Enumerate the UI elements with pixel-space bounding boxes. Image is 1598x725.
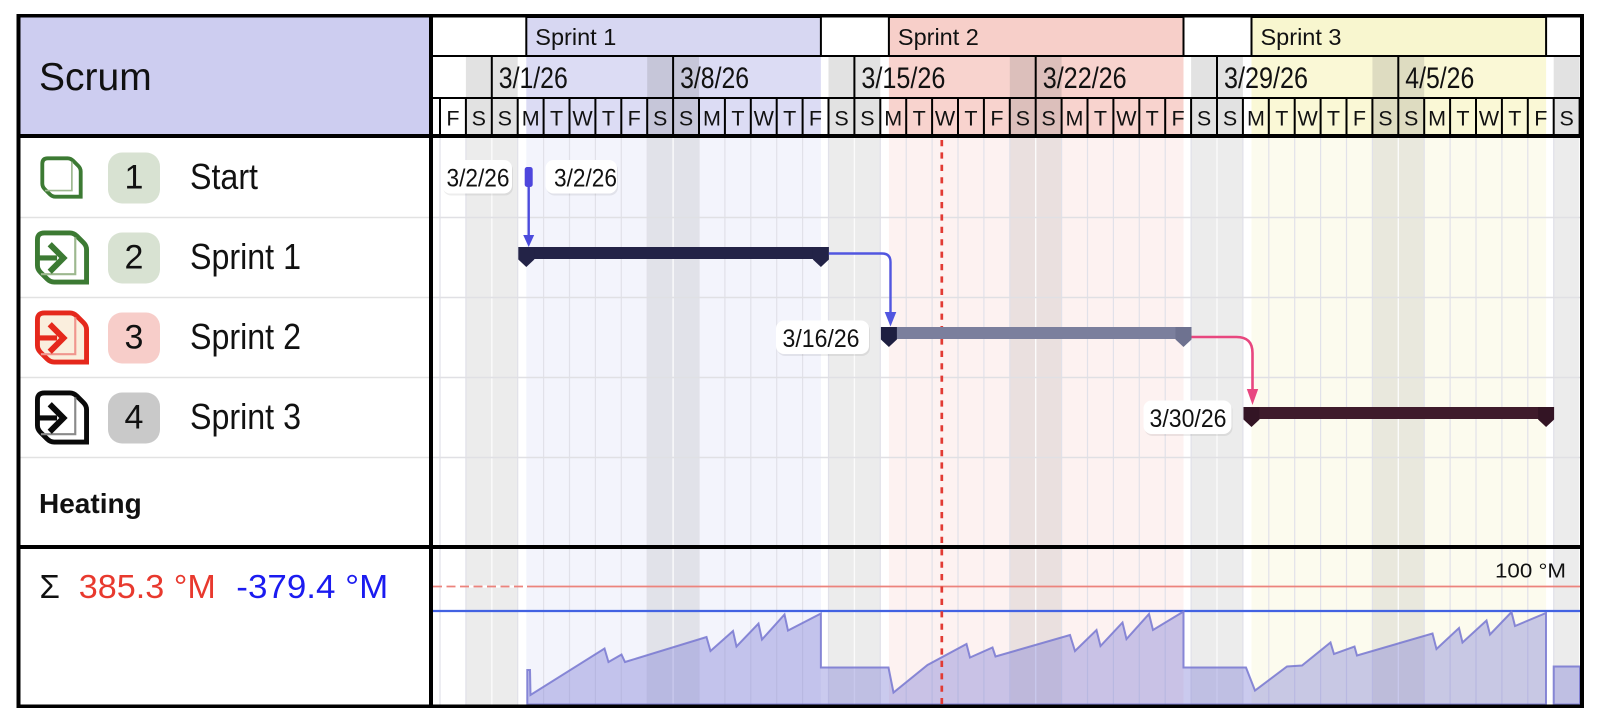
svg-text:W: W bbox=[572, 107, 593, 131]
svg-text:W: W bbox=[1297, 107, 1318, 131]
svg-text:F: F bbox=[809, 107, 822, 131]
svg-text:3/2/26: 3/2/26 bbox=[447, 165, 510, 193]
svg-text:M: M bbox=[1428, 107, 1446, 131]
svg-text:Sprint 1: Sprint 1 bbox=[190, 236, 301, 277]
svg-text:M: M bbox=[1066, 107, 1084, 131]
svg-text:4/5/26: 4/5/26 bbox=[1405, 62, 1474, 95]
svg-text:S: S bbox=[834, 107, 848, 131]
svg-text:Sprint 3: Sprint 3 bbox=[190, 396, 301, 437]
svg-text:S: S bbox=[679, 107, 693, 131]
svg-text:3/30/26: 3/30/26 bbox=[1150, 405, 1227, 433]
svg-text:F: F bbox=[1353, 107, 1366, 131]
svg-text:385.3 °M: 385.3 °M bbox=[79, 568, 216, 605]
svg-text:T: T bbox=[1146, 107, 1159, 131]
svg-text:3/15/26: 3/15/26 bbox=[861, 62, 945, 95]
svg-text:1: 1 bbox=[125, 159, 144, 197]
svg-text:W: W bbox=[935, 107, 956, 131]
svg-text:T: T bbox=[1327, 107, 1340, 131]
svg-text:2: 2 bbox=[125, 239, 144, 277]
svg-text:F: F bbox=[446, 107, 459, 131]
svg-text:T: T bbox=[783, 107, 796, 131]
svg-text:W: W bbox=[1479, 107, 1500, 131]
svg-text:S: S bbox=[498, 107, 512, 131]
svg-text:W: W bbox=[1116, 107, 1137, 131]
svg-text:S: S bbox=[472, 107, 486, 131]
svg-text:4: 4 bbox=[125, 399, 144, 437]
svg-text:Σ: Σ bbox=[40, 568, 60, 605]
svg-text:S: S bbox=[653, 107, 667, 131]
svg-text:T: T bbox=[602, 107, 615, 131]
svg-text:F: F bbox=[628, 107, 641, 131]
svg-text:S: S bbox=[1404, 107, 1418, 131]
svg-text:3/29/26: 3/29/26 bbox=[1224, 62, 1308, 95]
svg-text:S: S bbox=[1197, 107, 1211, 131]
svg-text:M: M bbox=[1247, 107, 1265, 131]
svg-text:S: S bbox=[1223, 107, 1237, 131]
svg-text:S: S bbox=[860, 107, 874, 131]
svg-text:Sprint 2: Sprint 2 bbox=[898, 24, 979, 50]
svg-text:F: F bbox=[1172, 107, 1185, 131]
svg-text:100 °M: 100 °M bbox=[1495, 561, 1566, 583]
svg-text:3/16/26: 3/16/26 bbox=[783, 325, 860, 353]
svg-text:Heating: Heating bbox=[39, 488, 142, 519]
svg-text:S: S bbox=[1378, 107, 1392, 131]
svg-text:W: W bbox=[754, 107, 775, 131]
svg-text:M: M bbox=[884, 107, 902, 131]
svg-text:T: T bbox=[1094, 107, 1107, 131]
svg-text:S: S bbox=[1041, 107, 1055, 131]
svg-text:3/8/26: 3/8/26 bbox=[680, 62, 749, 95]
svg-text:T: T bbox=[913, 107, 926, 131]
svg-text:S: S bbox=[1016, 107, 1030, 131]
svg-text:3/22/26: 3/22/26 bbox=[1043, 62, 1127, 95]
svg-text:3/1/26: 3/1/26 bbox=[499, 62, 568, 95]
svg-text:T: T bbox=[550, 107, 563, 131]
svg-text:M: M bbox=[522, 107, 540, 131]
svg-text:3/2/26: 3/2/26 bbox=[554, 165, 617, 193]
svg-text:Sprint 1: Sprint 1 bbox=[535, 24, 616, 50]
svg-text:Sprint 2: Sprint 2 bbox=[190, 316, 301, 357]
svg-text:S: S bbox=[1560, 107, 1574, 131]
svg-text:-379.4 °M: -379.4 °M bbox=[236, 568, 388, 605]
svg-text:Start: Start bbox=[190, 156, 258, 197]
svg-text:T: T bbox=[1456, 107, 1469, 131]
svg-text:T: T bbox=[964, 107, 977, 131]
svg-text:3: 3 bbox=[125, 319, 144, 357]
svg-text:Sprint 3: Sprint 3 bbox=[1261, 24, 1342, 50]
svg-text:F: F bbox=[1534, 107, 1547, 131]
svg-text:M: M bbox=[703, 107, 721, 131]
svg-text:T: T bbox=[731, 107, 744, 131]
svg-text:T: T bbox=[1275, 107, 1288, 131]
svg-text:Scrum: Scrum bbox=[39, 56, 152, 99]
svg-text:F: F bbox=[990, 107, 1003, 131]
svg-text:T: T bbox=[1508, 107, 1521, 131]
